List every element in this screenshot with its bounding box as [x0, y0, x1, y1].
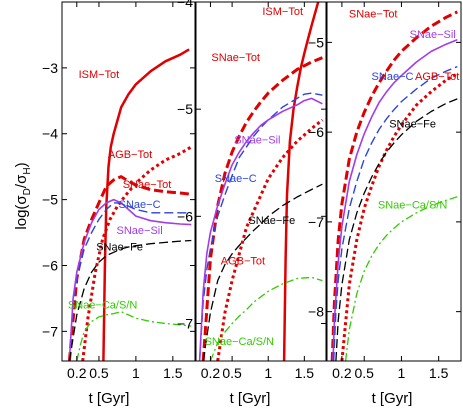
panel-1-x-axis-label: t [Gyr]: [89, 390, 130, 407]
panel-3-series-6-line: [344, 196, 458, 361]
panel-2-annotation-6: AGB−Tot: [221, 256, 265, 268]
panel-1-series-5-line: [68, 198, 192, 361]
panel-3-x-axis-label: t [Gyr]: [372, 390, 413, 407]
panel-3-y-tick-label-3: −7: [308, 214, 324, 230]
panel-3-y-tick-label-4: −8: [308, 304, 324, 320]
y-axis-label: log(σD/σH): [13, 162, 33, 229]
panel-2-series-7-line: [209, 276, 323, 361]
panel-3-x-tick-label-1: 0.2: [332, 365, 352, 381]
panel-3-curves: [330, 10, 459, 361]
panel-3-x-tick-label-3: 1: [398, 365, 406, 381]
panel-2-curves: [198, 2, 324, 361]
panel-2-annotations: ISM−Tot SNae−Tot SNae−Sil SNae−C SNae−Fe AGB−…: [205, 6, 303, 348]
panel-2-series-4-line: [198, 92, 323, 361]
panel-2-y-tick-label-3: −6: [177, 208, 193, 224]
panel-3-y-tick-label-1: −5: [308, 34, 324, 50]
panel-2-series-5-line: [198, 97, 323, 361]
panel-1-series-4-line: [68, 202, 192, 361]
panel-1-y-tick-label-3: −5: [42, 192, 58, 208]
panel-1-annotation-5: SNae−Sil: [117, 225, 163, 237]
panel-2: ISM−Tot SNae−Tot SNae−Sil SNae−C SNae−Fe AGB−…: [177, 0, 327, 407]
y-axis-label-sub1: D: [22, 188, 33, 195]
panel-2-x-tick-label-1: 0.2: [201, 365, 221, 381]
panel-2-y-tick-label-1: −4: [177, 0, 193, 10]
y-axis-label-sub2: H: [22, 167, 33, 174]
panel-1-x-tick-label-3: 1: [132, 365, 140, 381]
panel-1-annotation-3: SNae−Tot: [123, 179, 172, 191]
panel-2-annotation-1: ISM−Tot: [262, 6, 303, 18]
y-axis-label-main: log(σ: [13, 195, 30, 230]
panel-1-y-tick-label-5: −7: [42, 323, 58, 339]
panel-3-series-1-line: [330, 10, 458, 361]
panel-1-y-tick-label-2: −4: [42, 126, 58, 142]
panel-3-frame: [326, 1, 462, 362]
panel-1-ticks: 0.2 0.5 1 1.5 −3 −4 −5 −6 −7: [42, 2, 195, 381]
panel-3-annotation-6: SNae−Ca/S/N: [378, 199, 447, 211]
panel-2-frame: [195, 1, 327, 362]
panel-1-annotation-1: ISM−Tot: [79, 69, 120, 81]
panel-3-ticks: 0.2 0.5 1 1.5 −5 −6 −7 −8: [308, 2, 461, 381]
panel-2-annotation-7: SNae−Ca/S/N: [205, 336, 274, 348]
panel-2-x-tick-label-4: 1.5: [295, 365, 315, 381]
panel-1-frame: [61, 1, 196, 362]
panel-2-annotation-4: SNae−C: [215, 173, 257, 185]
panel-2-annotation-5: SNae−Fe: [248, 215, 295, 227]
panel-3-annotations: SNae−Tot SNae−Sil SNae−C AGB−Tot SNae−Fe SNae…: [349, 8, 459, 211]
panel-1-curves: [67, 48, 193, 361]
panel-1-y-tick-label-1: −3: [42, 60, 58, 76]
panel-1-annotations: ISM−Tot AGB−Tot SNae−Tot SNae−C SNae−Sil SNae…: [68, 69, 171, 311]
panel-1-annotation-2: AGB−Tot: [108, 149, 152, 161]
panel-3-annotation-4: AGB−Tot: [415, 71, 459, 83]
panel-2-series-1-line: [282, 2, 320, 361]
panel-3-series-4-line: [340, 72, 459, 361]
panel-3-annotation-1: SNae−Tot: [349, 8, 398, 20]
panel-1-series-7-line: [76, 310, 192, 361]
panel-3-series-3-line: [333, 65, 458, 361]
panel-1-x-tick-label-2: 0.5: [89, 365, 109, 381]
y-axis-label-end: ): [13, 162, 30, 167]
panel-1-annotation-7: SNae−Ca/S/N: [68, 299, 137, 311]
panel-1-series-2-line: [67, 175, 192, 361]
panel-1-x-tick-label-1: 0.2: [67, 365, 87, 381]
panel-2-series-3-line: [216, 118, 324, 361]
panel-2-x-axis-label: t [Gyr]: [230, 390, 271, 407]
panel-1-series-1-line: [102, 48, 190, 361]
panel-3-y-tick-label-2: −6: [308, 124, 324, 140]
panel-2-x-tick-label-3: 1: [264, 365, 272, 381]
panel-2-annotation-2: SNae−Tot: [211, 52, 260, 64]
panel-3-series-2-line: [332, 38, 458, 361]
panel-3-x-tick-label-4: 1.5: [429, 365, 449, 381]
panel-2-y-tick-label-2: −5: [177, 101, 193, 117]
panel-2-ticks: 0.2 0.5 1 1.5 −4 −5 −6 −7: [177, 0, 326, 381]
panel-2-annotation-3: SNae−Sil: [234, 135, 280, 147]
panel-2-x-tick-label-2: 0.5: [222, 365, 242, 381]
panel-1-series-3-line: [81, 145, 193, 361]
panel-2-series-6-line: [202, 183, 323, 361]
panel-1-y-tick-label-4: −6: [42, 257, 58, 273]
panel-3-annotation-5: SNae−Fe: [389, 119, 436, 131]
panel-1: ISM−Tot AGB−Tot SNae−Tot SNae−C SNae−Sil SNae…: [42, 1, 196, 407]
panel-1-annotation-4: SNae−C: [119, 199, 161, 211]
panel-3-annotation-3: SNae−C: [372, 71, 414, 83]
panel-3-series-5-line: [335, 98, 458, 361]
panel-3: SNae−Tot SNae−Sil SNae−C AGB−Tot SNae−Fe SNae…: [308, 1, 462, 407]
panel-3-x-tick-label-2: 0.5: [354, 365, 374, 381]
panel-1-series-6-line: [68, 239, 192, 361]
panel-2-y-tick-label-4: −7: [177, 315, 193, 331]
y-axis-label-mid: /σ: [13, 174, 30, 188]
panel-3-annotation-2: SNae−Sil: [410, 29, 456, 41]
panel-1-x-tick-label-4: 1.5: [163, 365, 183, 381]
panel-1-annotation-6: SNae−Fe: [96, 241, 143, 253]
